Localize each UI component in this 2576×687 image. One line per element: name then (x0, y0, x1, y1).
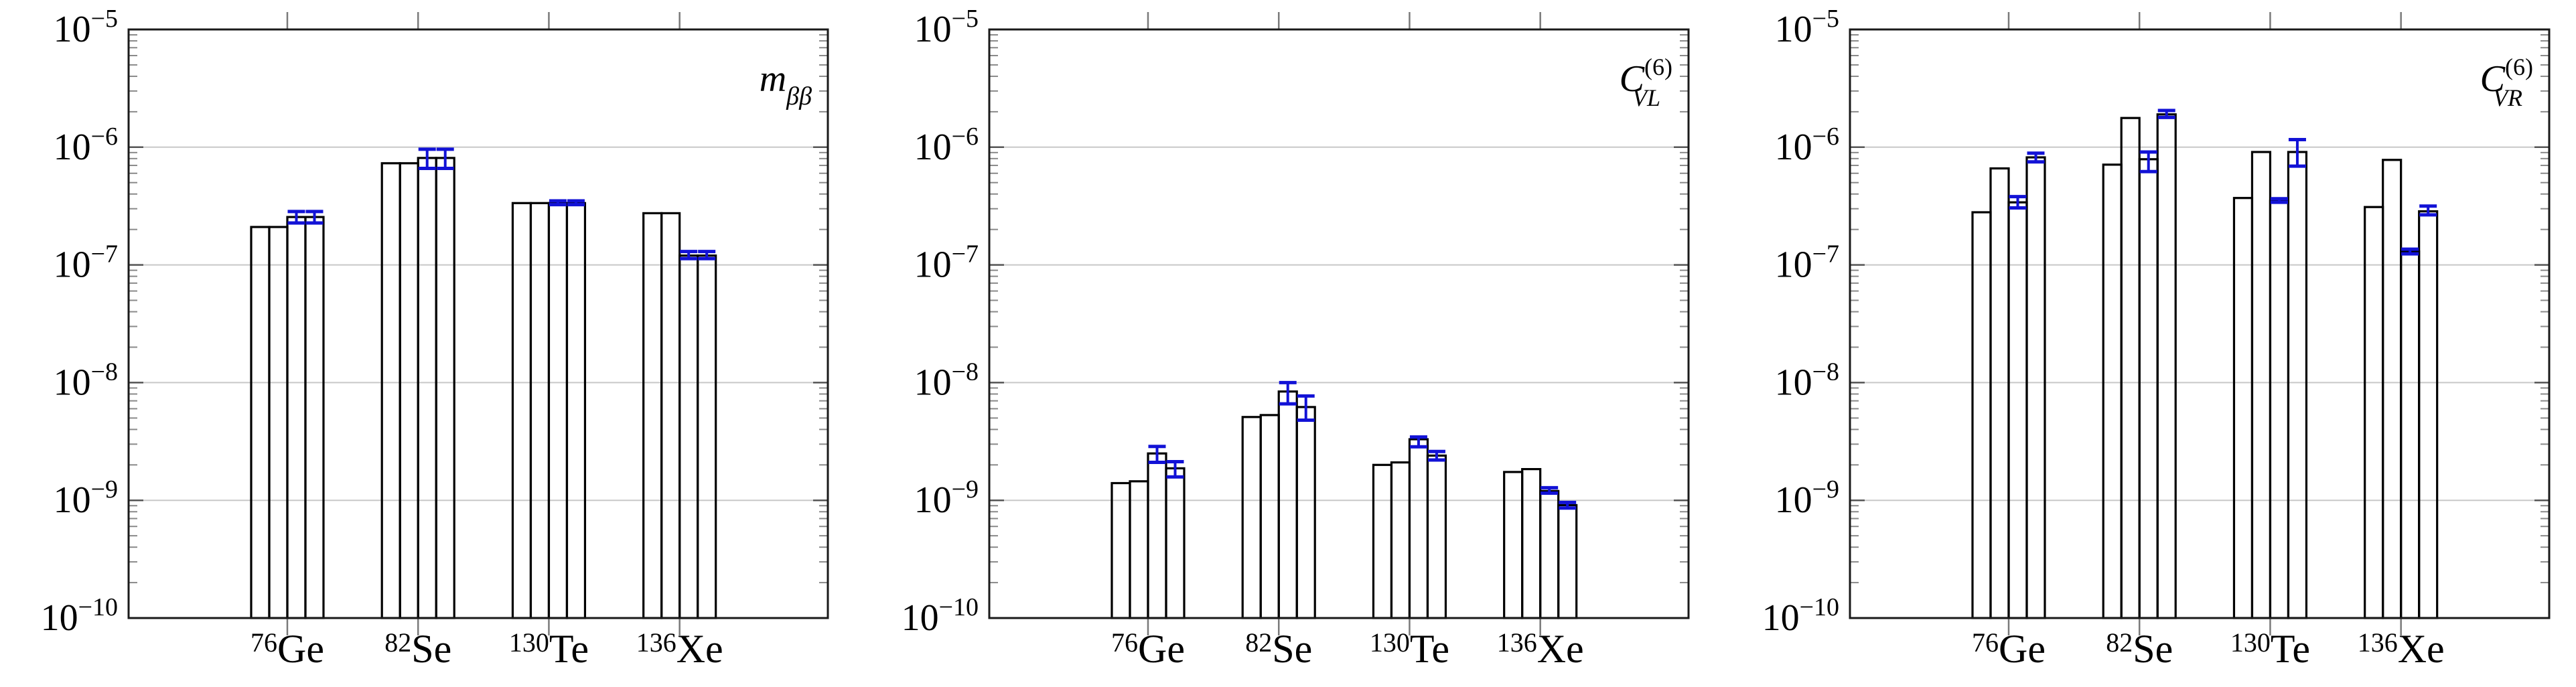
limit-bar (2232, 197, 2254, 619)
limit-bar (304, 216, 325, 619)
y-tick-label: 10−7 (914, 240, 979, 286)
limit-bar (1277, 390, 1298, 619)
limit-bar (399, 162, 419, 619)
y-tick-label: 10−6 (54, 123, 118, 168)
limit-bar (1111, 481, 1131, 619)
limit-bar (2364, 206, 2384, 619)
limit-bar (1372, 463, 1393, 619)
axes-frame (988, 28, 1690, 619)
x-category-label: 82Se (384, 627, 451, 671)
x-category-label: 76Ge (1111, 627, 1185, 671)
limit-bar (2382, 159, 2403, 619)
x-category-label: 130Te (509, 627, 589, 671)
y-tick-label: 10−8 (914, 358, 979, 403)
limit-bar (678, 254, 699, 619)
limit-bar (268, 226, 289, 619)
limit-bar (435, 157, 455, 619)
limit-bar (1295, 406, 1316, 619)
limit-bar (642, 212, 663, 619)
panel-cvl: 10−5 10−6 10−7 10−8 10−9 10−10 76Ge 82Se 130Te 13… (902, 5, 1690, 671)
x-category-label: 130Te (1370, 627, 1449, 671)
limit-bar (1408, 438, 1429, 619)
axes-frame (1849, 28, 2551, 619)
axes-frame (127, 28, 829, 619)
limit-bar (1259, 414, 1280, 619)
x-category-label: 136Xe (2358, 627, 2445, 671)
y-tick-label: 10−8 (1775, 358, 1839, 403)
limit-bar (1521, 467, 1542, 619)
y-tick-label: 10−5 (1775, 5, 1839, 50)
limit-bar (1539, 489, 1560, 619)
limit-bar (1989, 167, 2010, 619)
limit-bar (286, 216, 307, 619)
y-tick-label: 10−7 (1775, 240, 1839, 286)
x-category-label: 136Xe (636, 627, 723, 671)
limit-bar (1557, 504, 1578, 619)
panel-title: C(6) VR (2480, 54, 2533, 111)
limit-bar (2418, 210, 2439, 619)
y-tick-label: 10−9 (914, 475, 979, 521)
y-tick-label: 10−7 (54, 240, 118, 286)
limit-bar (1503, 471, 1524, 619)
y-tick-label: 10−10 (902, 593, 979, 639)
limit-bar (2138, 158, 2159, 619)
panel-title: C(6) VL (1620, 54, 1672, 111)
y-tick-label: 10−5 (54, 5, 118, 50)
panel-cvr: 10−5 10−6 10−7 10−8 10−9 10−10 76Ge 82Se 130Te 13… (1762, 5, 2551, 671)
limit-bar (250, 226, 271, 619)
x-category-label: 76Ge (251, 627, 324, 671)
limit-bar (2156, 113, 2177, 619)
limit-bar (2120, 117, 2141, 619)
limit-bar (2400, 250, 2421, 619)
limit-bar (2025, 156, 2046, 619)
y-tick-label: 10−10 (41, 593, 118, 639)
limit-bar (1426, 454, 1447, 619)
y-tick-label: 10−8 (54, 358, 118, 403)
limit-bar (417, 157, 437, 619)
y-tick-label: 10−5 (914, 5, 979, 50)
limit-bar (1390, 461, 1411, 619)
limit-bar (2102, 163, 2123, 619)
limit-bar (660, 212, 681, 619)
y-tick-label: 10−9 (1775, 475, 1839, 521)
limit-bar (1165, 467, 1186, 619)
x-category-label: 76Ge (1972, 627, 2046, 671)
limit-bar (1147, 452, 1167, 619)
limit-bar (380, 162, 401, 619)
y-tick-label: 10−6 (914, 123, 979, 168)
limit-bar (2269, 200, 2290, 619)
limit-bar (2287, 151, 2308, 619)
x-category-label: 130Te (2230, 627, 2310, 671)
limit-bar (1241, 416, 1262, 619)
y-tick-label: 10−6 (1775, 123, 1839, 168)
x-category-label: 82Se (1245, 627, 1312, 671)
x-category-label: 136Xe (1497, 627, 1584, 671)
limit-bar (1971, 211, 1992, 619)
y-tick-label: 10−10 (1762, 593, 1839, 639)
panel-title: mββ (760, 58, 812, 110)
limit-bar (2250, 151, 2272, 619)
limit-bar (1129, 480, 1149, 619)
x-category-label: 82Se (2106, 627, 2173, 671)
panel-mbb: 10−5 10−6 10−7 10−8 10−9 10−10 76Ge 82Se 130Te 13… (41, 5, 829, 671)
limit-bar (697, 254, 717, 619)
y-tick-label: 10−9 (54, 475, 118, 521)
